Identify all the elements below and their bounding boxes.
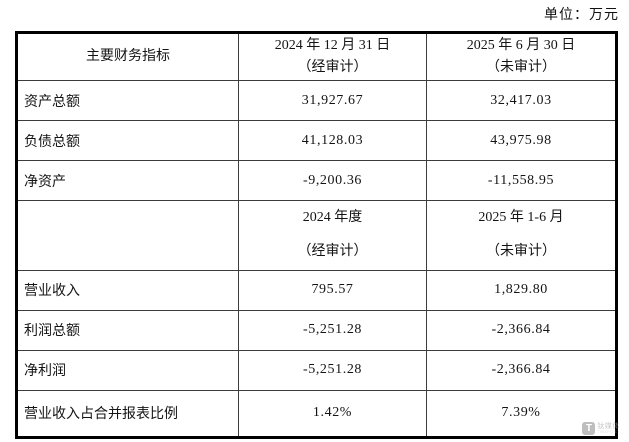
row-label: 负债总额: [16, 120, 239, 161]
row-value-current: -11,558.95: [426, 160, 617, 201]
watermark-logo-icon: T: [582, 422, 596, 435]
row-value-prior: 41,128.03: [238, 120, 427, 161]
header-date-2025-06-30: 2025 年 6 月 30 日 （未审计）: [426, 32, 617, 81]
row-label: 净利润: [16, 349, 239, 391]
table-row-revenue-ratio: 营业收入占合并报表比例 1.42% 7.39%: [16, 389, 617, 438]
watermark-brand-name: 钛媒体: [597, 422, 620, 430]
row-value-prior: 795.57: [238, 269, 427, 311]
row-value-current: 7.39%: [426, 389, 617, 438]
row-value-prior: 31,927.67: [238, 80, 427, 121]
table-header-balance-sheet: 主要财务指标 2024 年 12 月 31 日 （经审计） 2025 年 6 月…: [16, 32, 617, 81]
watermark-brand-latin: TMTPOST: [597, 429, 620, 434]
header-period-line: 2024 年度: [302, 210, 363, 225]
unit-label: 单位：万元: [544, 8, 619, 23]
header-date-2024-12-31: 2024 年 12 月 31 日 （经审计）: [238, 32, 427, 81]
header-date-line: 2024 年 12 月 31 日: [274, 38, 391, 54]
header-period-line: 2025 年 1-6 月: [478, 210, 564, 225]
header-audit-status: （未审计）: [486, 244, 556, 260]
row-value-prior: -9,200.36: [238, 160, 427, 201]
table-row-operating-revenue: 营业收入 795.57 1,829.80: [16, 269, 617, 311]
header-date-line: 2025 年 6 月 30 日: [466, 38, 576, 54]
header-blank-cell: [16, 200, 239, 271]
table-row-total-assets: 资产总额 31,927.67 32,417.03: [16, 80, 617, 121]
header-period-2024: 2024 年度 （经审计）: [238, 200, 427, 271]
row-label: 资产总额: [16, 80, 239, 121]
row-value-prior: 1.42%: [238, 389, 427, 438]
row-label: 营业收入: [16, 269, 239, 311]
row-label: 净资产: [16, 160, 239, 201]
header-audit-status: （经审计）: [297, 60, 368, 75]
table-row-total-liabilities: 负债总额 41,128.03 43,975.98: [16, 120, 617, 161]
row-value-current: 1,829.80: [426, 269, 617, 311]
financial-indicators-table: 主要财务指标 2024 年 12 月 31 日 （经审计） 2025 年 6 月…: [15, 31, 618, 439]
row-value-current: 32,417.03: [426, 80, 617, 121]
table-header-income-statement: 2024 年度 （经审计） 2025 年 1-6 月 （未审计）: [16, 200, 617, 271]
row-value-current: -2,366.84: [426, 309, 617, 351]
header-period-2025-h1: 2025 年 1-6 月 （未审计）: [426, 200, 617, 271]
header-audit-status: （经审计）: [297, 244, 368, 260]
row-value-current: 43,975.98: [426, 120, 617, 161]
row-value-prior: -5,251.28: [238, 309, 427, 351]
table-row-total-profit: 利润总额 -5,251.28 -2,366.84: [16, 309, 617, 351]
watermark-text: 钛媒体 TMTPOST: [597, 423, 620, 434]
row-value-current: -2,366.84: [426, 349, 617, 391]
header-indicator-label: 主要财务指标: [16, 32, 239, 81]
table-row-net-profit: 净利润 -5,251.28 -2,366.84: [16, 349, 617, 391]
table-row-net-assets: 净资产 -9,200.36 -11,558.95: [16, 160, 617, 201]
watermark: T 钛媒体 TMTPOST: [582, 422, 620, 435]
header-audit-status: （未审计）: [486, 60, 556, 75]
row-label: 利润总额: [16, 309, 239, 351]
row-label: 营业收入占合并报表比例: [16, 389, 239, 438]
row-value-prior: -5,251.28: [238, 349, 427, 391]
